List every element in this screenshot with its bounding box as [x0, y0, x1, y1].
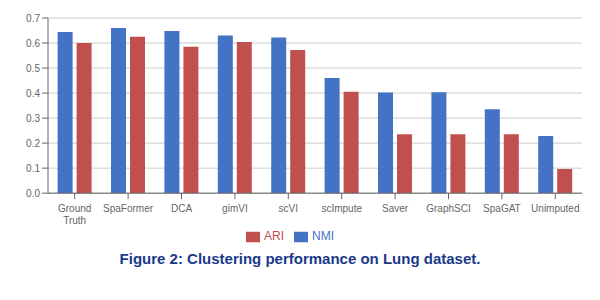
svg-text:scVI: scVI — [279, 203, 298, 214]
svg-text:0.3: 0.3 — [26, 113, 40, 124]
svg-text:scImpute: scImpute — [321, 203, 362, 214]
svg-text:0.6: 0.6 — [26, 38, 40, 49]
svg-text:GraphSCI: GraphSCI — [426, 203, 470, 214]
svg-text:0.0: 0.0 — [26, 188, 40, 199]
html-text:ARI: ARI — [264, 229, 284, 244]
svg-text:0.4: 0.4 — [26, 88, 40, 99]
svg-text:0.7: 0.7 — [26, 13, 40, 24]
svg-text:Unimputed: Unimputed — [531, 203, 579, 214]
svg-text:0.5: 0.5 — [26, 63, 40, 74]
svg-text:gimVI: gimVI — [222, 203, 248, 214]
svg-text:DCA: DCA — [171, 203, 192, 214]
svg-text:SpaGAT: SpaGAT — [483, 203, 521, 214]
svg-text:GroundTruth: GroundTruth — [58, 203, 91, 226]
html-text:NMI: NMI — [312, 229, 334, 244]
svg-text:0.2: 0.2 — [26, 138, 40, 149]
svg-text:SpaFormer: SpaFormer — [103, 203, 154, 214]
svg-text:Saver: Saver — [382, 203, 409, 214]
svg-text:0.1: 0.1 — [26, 163, 40, 174]
html-text:Figure 2: Clustering performan: Figure 2: Clustering performance on Lung… — [119, 250, 481, 267]
